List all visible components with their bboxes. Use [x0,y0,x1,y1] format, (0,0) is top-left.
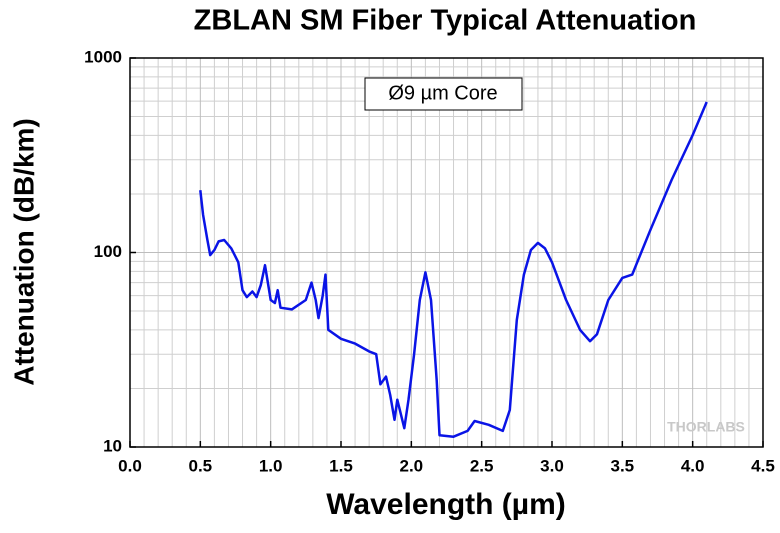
x-tick-label: 3.0 [540,456,564,475]
x-tick-label: 1.0 [259,456,283,475]
annotation-box [364,77,523,111]
y-axis-label: Attenuation (dB/km) [8,118,39,386]
x-tick-label: 1.5 [329,456,353,475]
x-tick-label: 4.5 [751,456,775,475]
x-axis-label: Wavelength (µm) [326,488,566,521]
x-tick-label: 0.5 [189,456,213,475]
x-tick-label: 4.0 [681,456,705,475]
x-tick-label: 3.5 [611,456,635,475]
x-tick-label: 2.0 [400,456,424,475]
chart-title: ZBLAN SM Fiber Typical Attenuation [194,5,697,37]
plot-frame [129,57,764,448]
y-tick-label: 100 [94,242,122,261]
annotation: Ø9 µm Core [388,82,497,104]
data-line [199,101,708,438]
x-tick-label: 2.5 [470,456,494,475]
y-tick-label: 1000 [84,47,122,66]
watermark: THORLABS [667,419,745,435]
y-tick-label: 10 [103,436,122,455]
x-tick-label: 0.0 [118,456,142,475]
